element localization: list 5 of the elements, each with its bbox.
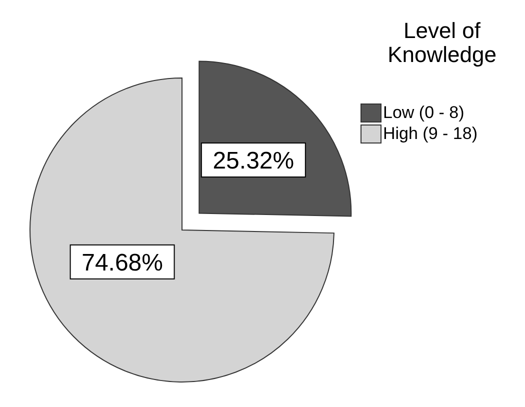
data-label: 74.68% <box>82 249 163 276</box>
legend-title: Level of Knowledge <box>388 18 496 67</box>
data-label: 25.32% <box>212 147 294 174</box>
legend-label: High (9 - 18) <box>383 124 478 143</box>
legend-label: Low (0 - 8) <box>383 103 464 122</box>
